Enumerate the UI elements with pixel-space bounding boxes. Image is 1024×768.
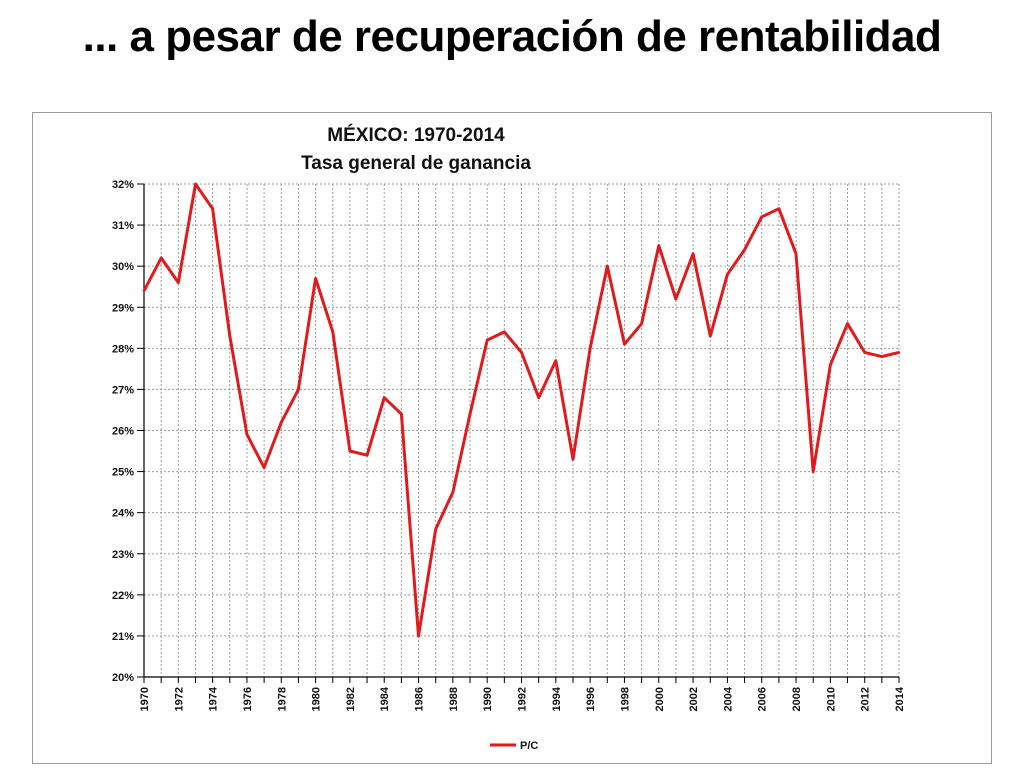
chart-frame: MÉXICO: 1970-2014 Tasa general de gananci… [32,112,992,764]
y-tick-label: 22% [112,590,134,602]
data-point [863,351,866,354]
data-point [228,334,231,338]
data-point [485,338,489,342]
x-tick-label: 1978 [276,687,288,711]
data-point [674,297,678,301]
x-tick-label: 2014 [894,686,906,711]
data-point [297,388,300,391]
data-point [331,330,334,334]
data-point [520,351,523,354]
data-point [726,273,729,276]
y-tick-label: 30% [112,261,134,273]
data-point [588,347,592,350]
x-tick-label: 2004 [722,686,734,711]
data-point [709,334,712,338]
data-point [383,396,386,399]
data-point [314,277,317,280]
data-point [640,322,643,325]
x-tick-label: 1972 [173,687,185,711]
data-point [760,215,763,219]
x-tick-label: 1990 [482,687,494,711]
data-point [880,355,884,358]
data-point [280,421,283,424]
data-point [417,634,420,638]
data-point [503,330,506,334]
y-tick-label: 28% [112,343,134,355]
x-tick-label: 2000 [654,687,666,711]
data-point [245,433,249,436]
x-tick-label: 1994 [551,686,563,711]
y-tick-label: 24% [112,508,134,520]
data-point [657,244,660,247]
data-point [194,182,197,186]
chart-title-line: Tasa general de ganancia [301,153,531,174]
y-tick-label: 27% [112,384,134,396]
data-point [794,252,798,256]
y-tick-label: 20% [112,672,134,684]
y-tick-label: 29% [112,302,134,314]
data-point [434,527,437,531]
data-point [159,256,163,260]
data-point [262,466,266,469]
data-point [571,458,575,461]
x-tick-label: 2012 [860,687,872,711]
y-tick-label: 25% [112,467,134,479]
x-tick-label: 1976 [242,687,254,711]
x-tick-label: 2006 [757,687,769,711]
y-tick-label: 21% [112,631,134,643]
data-point [554,359,558,362]
data-point [211,207,214,210]
x-tick-label: 1974 [208,686,220,711]
data-point [451,490,455,494]
chart-title-line: MÉXICO: 1970-2014 [327,124,505,146]
data-point [897,351,901,354]
y-tick-label: 23% [112,549,134,561]
x-tick-label: 1986 [414,687,426,711]
data-point [537,396,540,399]
x-tick-label: 1998 [619,687,631,711]
data-point [606,264,609,268]
data-point [846,322,849,325]
x-tick-label: 2002 [688,687,700,711]
x-tick-label: 2010 [825,687,837,711]
x-tick-label: 1982 [345,687,357,711]
legend-label: P/C [520,740,538,752]
data-point [348,449,352,453]
data-point [142,289,146,293]
y-tick-label: 32% [112,179,134,191]
data-point [468,412,472,416]
x-tick-label: 1970 [139,687,151,711]
data-point [829,363,832,366]
data-point [691,252,695,256]
data-point [400,412,403,416]
y-tick-label: 31% [112,220,134,232]
data-point [812,470,815,473]
y-tick-label: 26% [112,426,134,438]
data-point [365,453,369,457]
data-point [623,343,626,346]
x-tick-label: 1988 [448,687,460,711]
x-tick-label: 1984 [379,686,391,711]
data-point [743,248,746,251]
line-chart: MÉXICO: 1970-2014 Tasa general de gananci… [112,124,906,752]
data-point [777,207,781,210]
slide-title: ... a pesar de recuperación de rentabili… [82,12,942,61]
x-tick-label: 1996 [585,687,597,711]
data-point [177,281,180,284]
x-tick-label: 2008 [791,687,803,711]
x-tick-label: 1980 [311,687,323,711]
x-tick-label: 1992 [517,687,529,711]
